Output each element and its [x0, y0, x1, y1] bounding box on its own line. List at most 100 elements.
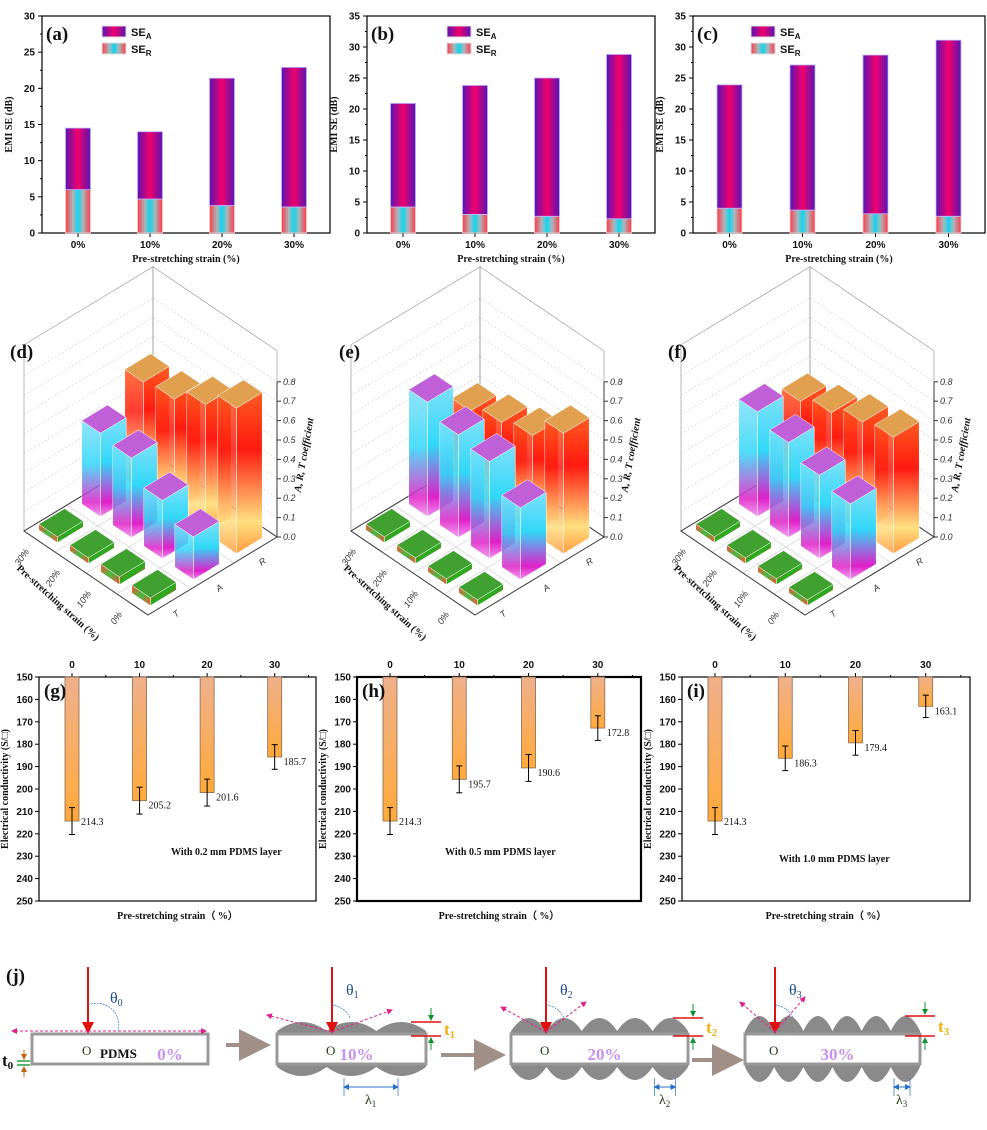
panel-label: (j)	[6, 966, 25, 987]
plot-frame	[681, 676, 971, 902]
column-label: A	[213, 582, 224, 594]
panel-label: (f)	[668, 342, 687, 363]
strain-label: 10%	[340, 1045, 374, 1064]
y-tick-label: 180	[16, 740, 33, 751]
x-tick-label: 30	[269, 660, 281, 671]
panel-label: (i)	[687, 681, 705, 702]
y-tick-label: 190	[659, 762, 676, 773]
y-tick-label: 250	[659, 897, 676, 908]
chart-h: 150 160 170 180 190 200 210 220 230 240 250 0 214.3 1…	[318, 660, 643, 922]
y-tick-label: 10	[24, 156, 36, 167]
y-tick-label: 150	[334, 673, 351, 684]
theta-symbol: θ	[560, 982, 568, 999]
y-tick-label: 210	[16, 807, 33, 818]
z-tick-label: 0.4	[940, 454, 953, 464]
bar3d-T-30%	[365, 508, 411, 544]
chart-i: 150 160 170 180 190 200 210 220 230 240 250 0 214.3 1…	[643, 660, 971, 922]
strain-label: 0%	[157, 1045, 183, 1064]
y-tick-label: 230	[334, 852, 351, 863]
z-tick-label: 0.8	[283, 377, 296, 387]
y-tick-label: 230	[659, 852, 676, 863]
bar-SE-R	[65, 189, 91, 234]
bar3d-T-20%	[396, 529, 442, 565]
y-tick-label: 250	[334, 897, 351, 908]
row-label: 0%	[765, 610, 781, 626]
legend-label: SER	[780, 44, 801, 58]
x-tick-label: 0%	[722, 240, 737, 251]
bar-face-side	[800, 462, 820, 560]
x-tick-label: 10	[780, 660, 792, 671]
x-axis-title: Pre-stretching strain（ %）	[439, 909, 560, 922]
thickness-label: t3	[938, 1017, 950, 1038]
y-tick-label: 10	[349, 167, 361, 178]
z-tick-label: 0.7	[610, 396, 624, 406]
bar3d-A-0%	[174, 508, 220, 581]
bar-face-top	[112, 429, 158, 459]
x-tick-label: 0	[69, 660, 75, 671]
wavelength-label: λ3	[896, 1093, 908, 1109]
legend-name: SE	[131, 44, 146, 56]
pdms-film	[509, 1032, 690, 1066]
bar	[64, 676, 80, 822]
angle-arc	[545, 1004, 565, 1019]
thickness-subscript: 3	[944, 1026, 950, 1038]
y-tick-label: 20	[349, 105, 361, 116]
bar-face-top	[831, 475, 877, 505]
bar-SE-R	[716, 207, 743, 234]
thickness-subscript: 1	[450, 1029, 456, 1041]
column-label: R	[257, 555, 268, 567]
reflected-arrow	[739, 1001, 776, 1033]
y-tick-label: 190	[334, 762, 351, 773]
bar-face-side	[112, 444, 132, 539]
chart-g: 150 160 170 180 190 200 210 220 230 240 250 0 214.3 1…	[0, 660, 317, 922]
data-label: 205.2	[149, 801, 172, 812]
bar-face-top	[427, 550, 473, 580]
bar-face-side	[831, 490, 851, 581]
z-gridline	[680, 297, 935, 383]
theta-label: θ2	[560, 982, 573, 1001]
y-tick-label: 30	[349, 43, 361, 54]
bar-face-top	[38, 508, 84, 538]
bar-face-top	[544, 404, 590, 434]
y-tick-label: 5	[680, 198, 686, 209]
bar	[707, 676, 723, 822]
wavelength-label: λ1	[365, 1093, 376, 1109]
bar	[199, 676, 215, 793]
bar-face-top	[155, 370, 201, 400]
y-tick-label: 25	[24, 48, 36, 59]
y-tick-label: 180	[334, 740, 351, 751]
legend-label: SEA	[780, 27, 801, 41]
y-tick-label: 240	[659, 874, 676, 885]
z-tick-label: 0.6	[610, 416, 623, 426]
bar3d-R-0%	[874, 408, 920, 555]
pdms-film	[30, 1032, 210, 1066]
x-tick-label: 30%	[284, 240, 304, 251]
pdms-film	[743, 1032, 922, 1066]
bar-face-top	[143, 471, 189, 501]
y-tick-label: 160	[659, 695, 676, 706]
bar-SE-R	[209, 205, 235, 234]
data-label: 214.3	[724, 817, 747, 828]
bar-SE-A	[65, 127, 91, 191]
theta-label: θ0	[110, 990, 123, 1009]
data-label: 163.1	[935, 706, 958, 717]
y-axis-title: EMI SE (dB)	[655, 96, 666, 152]
z-tick-label: 0.0	[940, 532, 953, 542]
lambda-symbol: λ	[896, 1093, 903, 1108]
bar-SE-R	[862, 213, 889, 234]
bar-face-side	[217, 395, 237, 555]
angle-arc	[331, 1004, 351, 1019]
chart-b: 0 5 10 15 20 25 30 35 0% 10% 20% 30% Pre-stretching …	[329, 12, 656, 265]
legend-name: SE	[780, 44, 795, 56]
origin-label: O	[326, 1043, 335, 1058]
bar-face-side	[470, 448, 490, 560]
bar-SE-A	[935, 39, 962, 217]
row-label: 10%	[732, 589, 751, 609]
bar3d-T-0%	[788, 571, 834, 607]
bar-SE-R	[935, 215, 962, 234]
bar-SE-R	[137, 198, 163, 234]
bar-face-top	[470, 433, 516, 462]
row-label: 0%	[108, 610, 124, 626]
data-label: 185.7	[284, 757, 307, 768]
y-tick-label: 150	[16, 673, 33, 684]
